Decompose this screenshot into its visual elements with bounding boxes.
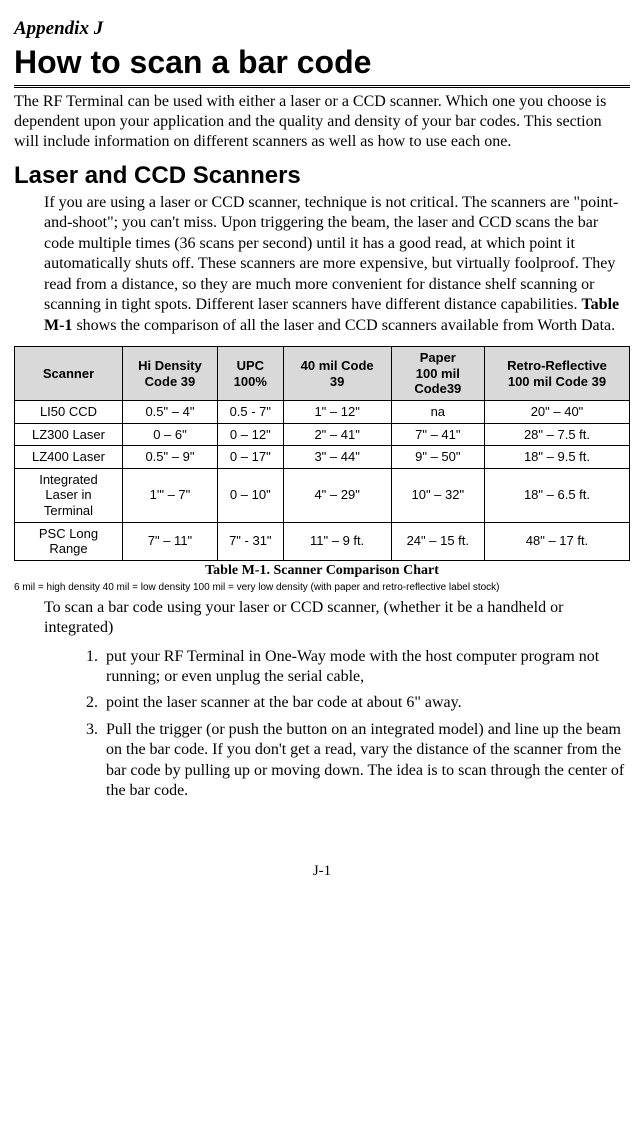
table-row: LZ300 Laser 0 – 6" 0 – 12" 2" – 41" 7" –… (15, 423, 630, 446)
table-row: Integrated Laser in Terminal 1'" – 7" 0 … (15, 468, 630, 522)
table-caption: Table M-1. Scanner Comparison Chart (14, 563, 630, 580)
cell: 7" – 11" (122, 522, 217, 560)
cell: 0 – 12" (217, 423, 283, 446)
cell: 24" – 15 ft. (391, 522, 484, 560)
cell: 20" – 40" (484, 401, 629, 424)
step-item: put your RF Terminal in One-Way mode wit… (102, 647, 630, 688)
cell: 9" – 50" (391, 446, 484, 469)
page-number: J-1 (14, 862, 630, 880)
cell: 7" – 41" (391, 423, 484, 446)
cell: 10" – 32" (391, 468, 484, 522)
table-header-row: Scanner Hi DensityCode 39 UPC100% 40 mil… (15, 347, 630, 401)
cell: 1'" – 7" (122, 468, 217, 522)
cell: LZ400 Laser (15, 446, 123, 469)
cell: Integrated Laser in Terminal (15, 468, 123, 522)
cell: 0.5" – 4" (122, 401, 217, 424)
cell: 48" – 17 ft. (484, 522, 629, 560)
page-title: How to scan a bar code (14, 43, 630, 81)
step-item: point the laser scanner at the bar code … (102, 693, 630, 713)
after-table-paragraph: To scan a bar code using your laser or C… (14, 598, 630, 639)
cell: 18" – 6.5 ft. (484, 468, 629, 522)
step-item: Pull the trigger (or push the button on … (102, 720, 630, 802)
cell: LZ300 Laser (15, 423, 123, 446)
cell: PSC Long Range (15, 522, 123, 560)
cell: 4" – 29" (283, 468, 391, 522)
cell: 0 – 6" (122, 423, 217, 446)
scanner-comparison-table: Scanner Hi DensityCode 39 UPC100% 40 mil… (14, 346, 630, 561)
col-hi-density: Hi DensityCode 39 (122, 347, 217, 401)
cell: 0.5" – 9" (122, 446, 217, 469)
steps-list: put your RF Terminal in One-Way mode wit… (14, 647, 630, 802)
section-para-part1: If you are using a laser or CCD scanner,… (44, 194, 618, 313)
table-row: LZ400 Laser 0.5" – 9" 0 – 17" 3" – 44" 9… (15, 446, 630, 469)
cell: LI50 CCD (15, 401, 123, 424)
cell: 28" – 7.5 ft. (484, 423, 629, 446)
table-footnote: 6 mil = high density 40 mil = low densit… (14, 582, 630, 594)
cell: 18" – 9.5 ft. (484, 446, 629, 469)
col-retro: Retro-Reflective100 mil Code 39 (484, 347, 629, 401)
cell: 11" – 9 ft. (283, 522, 391, 560)
col-40mil: 40 mil Code39 (283, 347, 391, 401)
title-rule (14, 85, 630, 88)
section-para-part2: shows the comparison of all the laser an… (72, 317, 615, 334)
cell: 2" – 41" (283, 423, 391, 446)
section-heading: Laser and CCD Scanners (14, 162, 630, 191)
cell: 7" - 31" (217, 522, 283, 560)
cell: na (391, 401, 484, 424)
appendix-label: Appendix J (14, 18, 630, 41)
cell: 3" – 44" (283, 446, 391, 469)
cell: 0.5 - 7" (217, 401, 283, 424)
cell: 0 – 10" (217, 468, 283, 522)
intro-paragraph: The RF Terminal can be used with either … (14, 92, 630, 152)
table-row: PSC Long Range 7" – 11" 7" - 31" 11" – 9… (15, 522, 630, 560)
col-paper: Paper100 milCode39 (391, 347, 484, 401)
cell: 0 – 17" (217, 446, 283, 469)
section-paragraph: If you are using a laser or CCD scanner,… (14, 193, 630, 336)
col-upc: UPC100% (217, 347, 283, 401)
cell: 1" – 12" (283, 401, 391, 424)
table-row: LI50 CCD 0.5" – 4" 0.5 - 7" 1" – 12" na … (15, 401, 630, 424)
col-scanner: Scanner (15, 347, 123, 401)
